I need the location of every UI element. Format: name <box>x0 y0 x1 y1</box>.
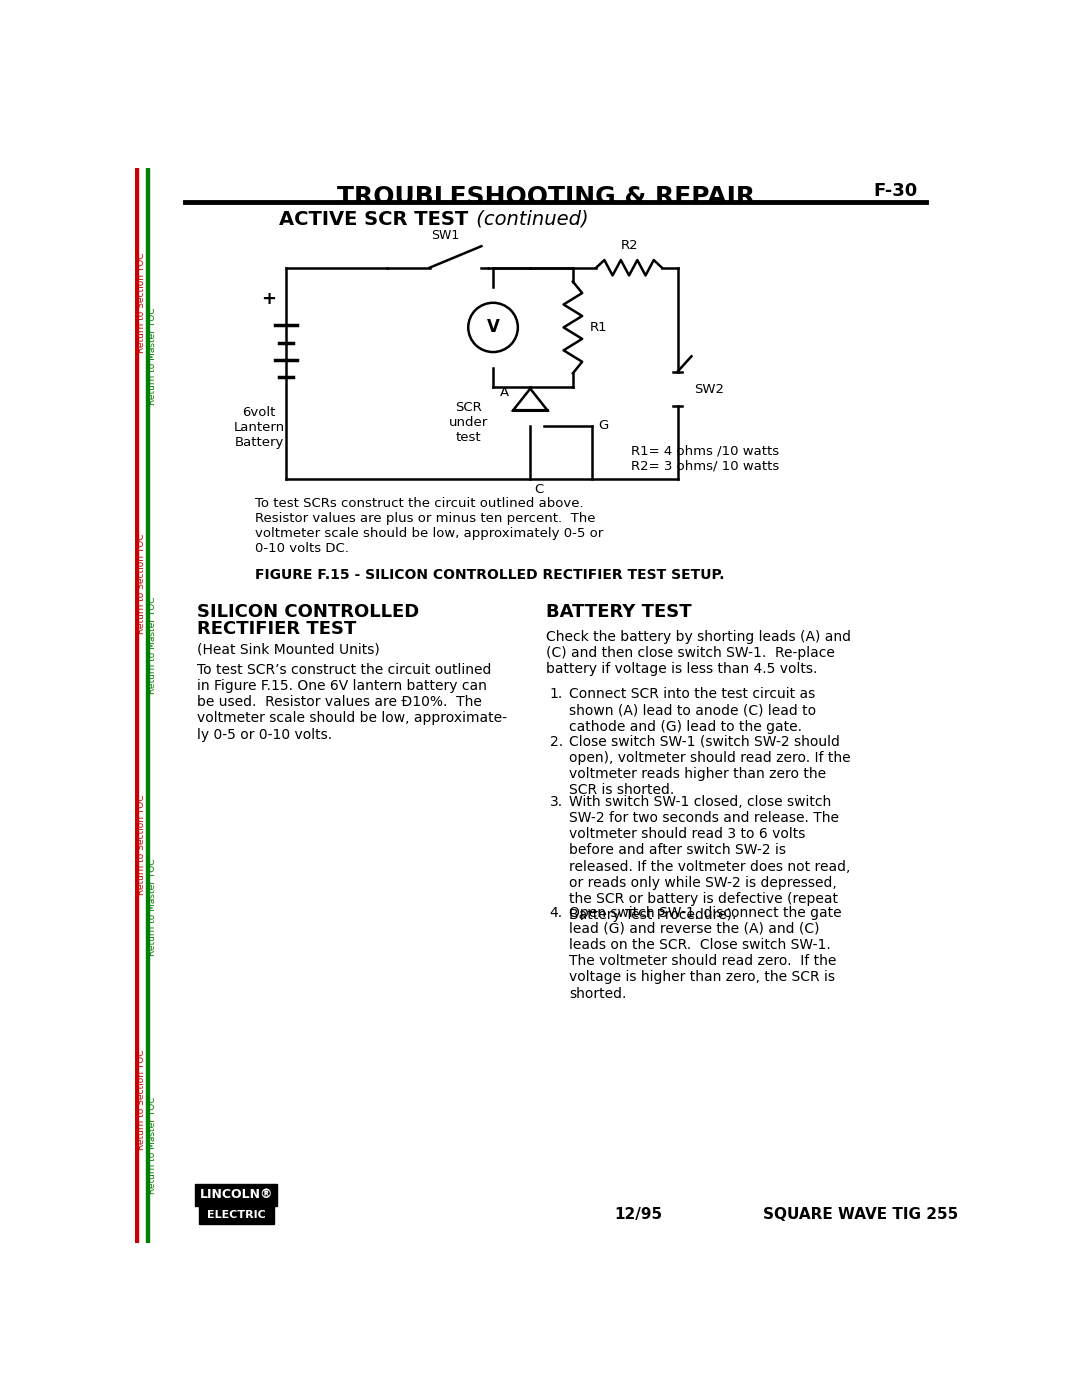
Text: FIGURE F.15 - SILICON CONTROLLED RECTIFIER TEST SETUP.: FIGURE F.15 - SILICON CONTROLLED RECTIFI… <box>255 569 725 583</box>
Text: R2: R2 <box>620 239 638 253</box>
Text: 1.: 1. <box>550 687 563 701</box>
Text: 2.: 2. <box>550 735 563 749</box>
Bar <box>146 168 149 1243</box>
Text: With switch SW-1 closed, close switch
SW-2 for two seconds and release. The
volt: With switch SW-1 closed, close switch SW… <box>569 795 850 922</box>
Text: 6volt
Lantern
Battery: 6volt Lantern Battery <box>233 407 284 450</box>
Text: To test SCRs construct the circuit outlined above.
Resistor values are plus or m: To test SCRs construct the circuit outli… <box>255 497 604 555</box>
Text: Return to Section TOC: Return to Section TOC <box>137 251 146 352</box>
Text: ACTIVE SCR TEST: ACTIVE SCR TEST <box>279 210 469 229</box>
Text: Return to Master TOC: Return to Master TOC <box>148 597 157 694</box>
Text: SILICON CONTROLLED: SILICON CONTROLLED <box>197 602 419 620</box>
Text: Close switch SW-1 (switch SW-2 should
open), voltmeter should read zero. If the
: Close switch SW-1 (switch SW-2 should op… <box>569 735 851 798</box>
Text: 12/95: 12/95 <box>615 1207 663 1222</box>
Text: V: V <box>487 319 499 337</box>
Text: BATTERY TEST: BATTERY TEST <box>545 602 691 620</box>
Text: SCR
under
test: SCR under test <box>448 401 488 444</box>
Text: Return to Master TOC: Return to Master TOC <box>148 307 157 405</box>
Text: (Heat Sink Mounted Units): (Heat Sink Mounted Units) <box>197 643 380 657</box>
Text: C: C <box>535 483 543 496</box>
Circle shape <box>469 303 517 352</box>
Bar <box>195 1185 276 1206</box>
Text: (continued): (continued) <box>470 210 589 229</box>
Text: A: A <box>499 386 509 400</box>
Text: Return to Section TOC: Return to Section TOC <box>137 534 146 634</box>
Text: Return to Master TOC: Return to Master TOC <box>148 1097 157 1194</box>
Text: F-30: F-30 <box>874 182 918 200</box>
Text: 4.: 4. <box>550 905 563 919</box>
Text: Check the battery by shorting leads (A) and
(C) and then close switch SW-1.  Re-: Check the battery by shorting leads (A) … <box>545 630 851 676</box>
Bar <box>199 1206 273 1224</box>
Text: Return to Section TOC: Return to Section TOC <box>137 795 146 895</box>
Text: +: + <box>261 289 276 307</box>
Text: ELECTRIC: ELECTRIC <box>206 1210 266 1220</box>
Text: Return to Section TOC: Return to Section TOC <box>137 1049 146 1150</box>
Text: SW2: SW2 <box>694 383 725 395</box>
Text: TROUBLESHOOTING & REPAIR: TROUBLESHOOTING & REPAIR <box>337 184 755 208</box>
Text: Return to Master TOC: Return to Master TOC <box>148 858 157 956</box>
Text: To test SCR’s construct the circuit outlined
in Figure F.15. One 6V lantern batt: To test SCR’s construct the circuit outl… <box>197 662 507 742</box>
Text: RECTIFIER TEST: RECTIFIER TEST <box>197 620 356 637</box>
Text: Connect SCR into the test circuit as
shown (A) lead to anode (C) lead to
cathode: Connect SCR into the test circuit as sho… <box>569 687 816 733</box>
Bar <box>135 168 138 1243</box>
Text: SQUARE WAVE TIG 255: SQUARE WAVE TIG 255 <box>762 1207 958 1222</box>
Text: Open switch SW-1, disconnect the gate
lead (G) and reverse the (A) and (C)
leads: Open switch SW-1, disconnect the gate le… <box>569 905 841 1000</box>
Polygon shape <box>513 388 548 411</box>
Text: SW1: SW1 <box>431 229 459 242</box>
Text: G: G <box>598 419 609 432</box>
Text: 3.: 3. <box>550 795 563 809</box>
Text: R1= 4 ohms /10 watts
R2= 3 ohms/ 10 watts: R1= 4 ohms /10 watts R2= 3 ohms/ 10 watt… <box>631 444 780 472</box>
Text: LINCOLN®: LINCOLN® <box>200 1189 273 1201</box>
Text: R1: R1 <box>590 321 608 334</box>
